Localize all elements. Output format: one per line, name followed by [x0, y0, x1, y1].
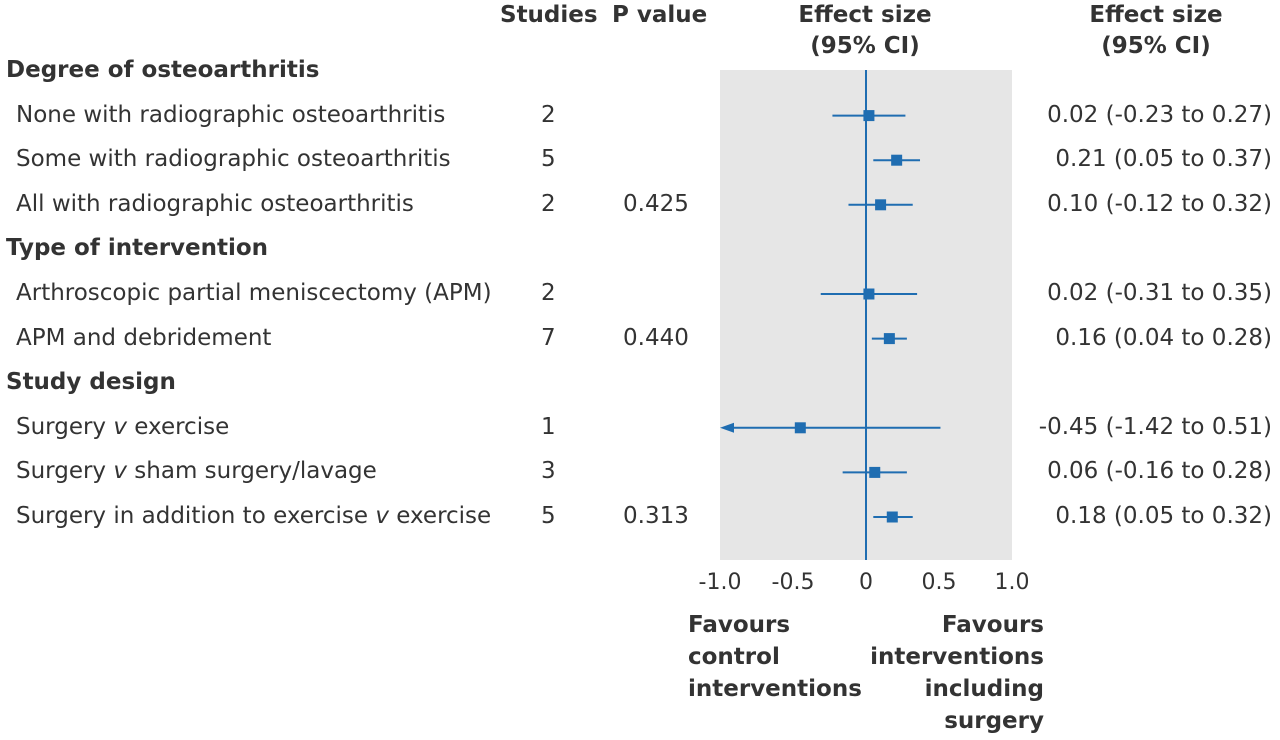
row-label-versus: v: [113, 458, 127, 484]
studies-count: 2: [541, 191, 556, 217]
row-label-text-suffix: exercise: [388, 503, 492, 529]
row-label-text: Arthroscopic partial meniscectomy (APM): [16, 280, 492, 306]
effect-size-text-header-line2: (95% CI): [1101, 33, 1211, 59]
effect-size-text: -0.45 (-1.42 to 0.51): [1038, 414, 1272, 440]
effect-size-text: 0.10 (-0.12 to 0.32): [1047, 191, 1272, 217]
x-tick-label: -1.0: [699, 570, 742, 595]
point-estimate: [863, 288, 875, 300]
favours-right-line3: including: [924, 676, 1044, 702]
effect-size-text: 0.16 (0.04 to 0.28): [1055, 325, 1272, 351]
favours-right-line2: interventions: [870, 644, 1044, 670]
row-label: Some with radiographic osteoarthritis: [16, 146, 451, 172]
point-estimate: [794, 422, 806, 434]
group-heading: Type of intervention: [6, 235, 269, 261]
x-tick-label: 0.5: [922, 570, 957, 595]
row-label-text: Surgery in addition to exercise: [16, 503, 376, 529]
favours-left-line2: control: [688, 644, 780, 670]
studies-count: 2: [541, 102, 556, 128]
x-tick-label: -0.5: [772, 570, 815, 595]
row-label-text-suffix: exercise: [126, 414, 230, 440]
p-value-header: P value: [612, 2, 708, 28]
row-label: Surgery v sham surgery/lavage: [16, 458, 377, 484]
row-label-text: All with radiographic osteoarthritis: [16, 191, 414, 217]
row-label-text-suffix: sham surgery/lavage: [126, 458, 377, 484]
row-label: All with radiographic osteoarthritis: [16, 191, 414, 217]
x-tick-label: 1.0: [995, 570, 1030, 595]
row-label: Arthroscopic partial meniscectomy (APM): [16, 280, 492, 306]
studies-count: 3: [541, 458, 556, 484]
point-estimate: [863, 110, 875, 122]
studies-count: 1: [541, 414, 556, 440]
favours-left-line3: interventions: [688, 676, 862, 702]
effect-size-plot-header: Effect size (95% CI): [775, 0, 955, 62]
row-label-versus: v: [375, 503, 389, 529]
p-value: 0.440: [623, 325, 689, 351]
row-label-text: Surgery: [16, 414, 114, 440]
point-estimate: [875, 199, 887, 211]
point-estimate: [869, 466, 881, 478]
row-label-text: Some with radiographic osteoarthritis: [16, 146, 451, 172]
studies-count: 2: [541, 280, 556, 306]
x-tick-label: 0: [859, 570, 873, 595]
row-label: Surgery v exercise: [16, 414, 229, 440]
row-label-text: APM and debridement: [16, 325, 272, 351]
p-value: 0.425: [623, 191, 689, 217]
favours-right-line1: Favours: [941, 612, 1044, 638]
row-label: None with radiographic osteoarthritis: [16, 102, 445, 128]
effect-size-text: 0.18 (0.05 to 0.32): [1055, 503, 1272, 529]
row-label-text: Surgery: [16, 458, 114, 484]
effect-size-text: 0.06 (-0.16 to 0.28): [1047, 458, 1272, 484]
point-estimate: [891, 154, 903, 166]
effect-size-text: 0.02 (-0.23 to 0.27): [1047, 102, 1272, 128]
point-estimate: [886, 511, 898, 523]
effect-size-text: 0.02 (-0.31 to 0.35): [1047, 280, 1272, 306]
effect-size-plot-header-line1: Effect size: [798, 2, 932, 28]
studies-header: Studies: [500, 2, 598, 28]
favours-right-line4: surgery: [944, 708, 1044, 734]
row-label-versus: v: [113, 414, 127, 440]
group-heading: Degree of osteoarthritis: [6, 57, 320, 83]
studies-count: 7: [541, 325, 556, 351]
effect-size-text-header-line1: Effect size: [1089, 2, 1223, 28]
ci-arrow: [720, 422, 734, 433]
effect-size-text-header: Effect size (95% CI): [1066, 0, 1246, 62]
p-value: 0.313: [623, 503, 689, 529]
favours-surgery-label: Favours interventions including surgery: [860, 609, 1044, 737]
favours-control-label: Favours control interventions: [688, 609, 862, 705]
studies-count: 5: [541, 146, 556, 172]
row-label: Surgery in addition to exercise v exerci…: [16, 503, 491, 529]
effect-size-text: 0.21 (0.05 to 0.37): [1055, 146, 1272, 172]
effect-size-plot-header-line2: (95% CI): [810, 33, 920, 59]
favours-left-line1: Favours: [688, 612, 791, 638]
row-label: APM and debridement: [16, 325, 271, 351]
row-label-text: None with radiographic osteoarthritis: [16, 102, 446, 128]
studies-count: 5: [541, 503, 556, 529]
group-heading: Study design: [6, 369, 176, 395]
point-estimate: [883, 333, 895, 345]
